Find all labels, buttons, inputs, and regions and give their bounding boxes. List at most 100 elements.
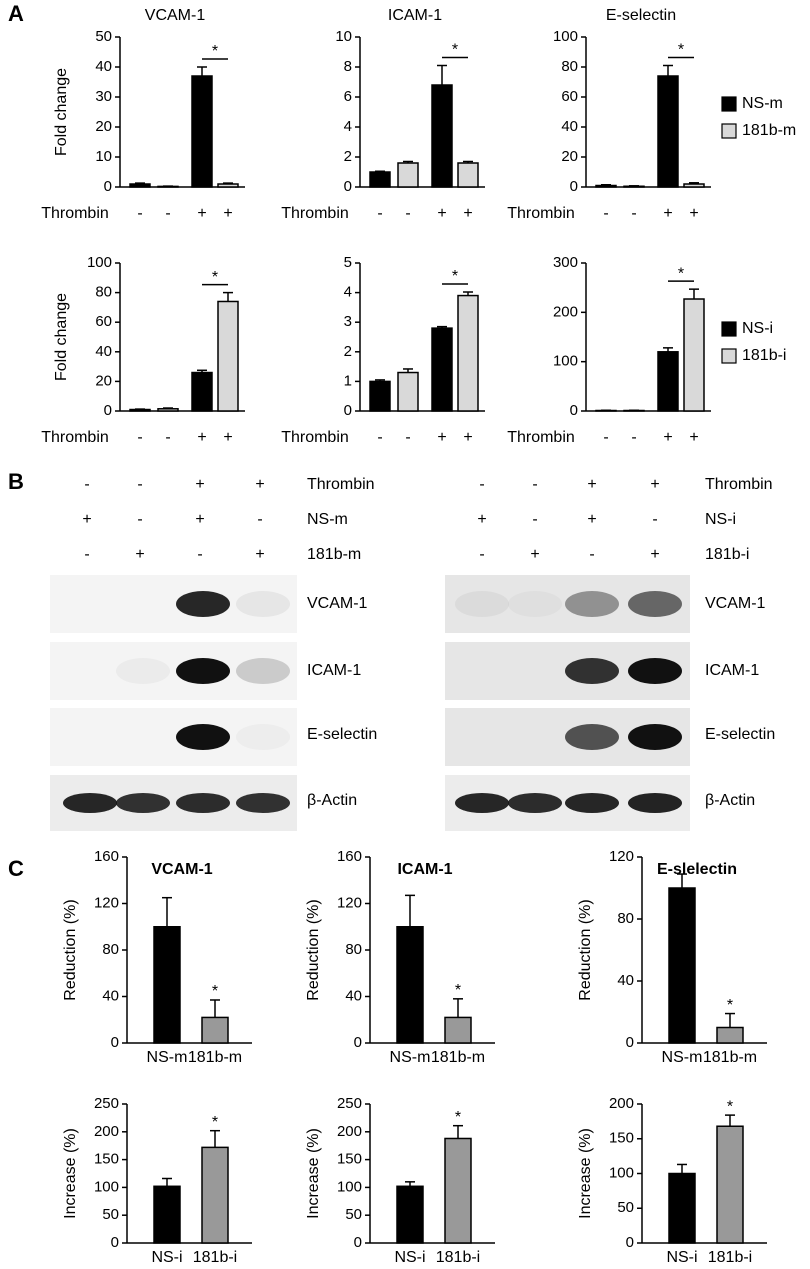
band bbox=[455, 793, 509, 813]
y-tick-label: 0 bbox=[344, 402, 352, 419]
y-tick-label: 100 bbox=[337, 1178, 362, 1195]
y-tick-label: 3 bbox=[344, 313, 352, 330]
y-tick-label: 10 bbox=[95, 148, 112, 165]
y-tick-label: 10 bbox=[335, 28, 352, 45]
y-tick-label: 0 bbox=[626, 1034, 634, 1051]
y-tick-label: 0 bbox=[354, 1234, 362, 1251]
band bbox=[628, 793, 682, 813]
x-tick-label: 181b-m bbox=[703, 1049, 757, 1066]
condition-sign: - bbox=[84, 546, 89, 563]
y-axis-label: Increase (%) bbox=[305, 1128, 322, 1219]
band bbox=[508, 591, 562, 617]
significance-star: * bbox=[727, 997, 733, 1014]
y-tick-label: 5 bbox=[344, 254, 352, 271]
x-tick-label: - bbox=[603, 205, 608, 222]
y-tick-label: 40 bbox=[345, 987, 362, 1004]
x-tick-label: - bbox=[137, 205, 142, 222]
x-tick-label: NS-m bbox=[390, 1049, 431, 1066]
y-axis-label: Reduction (%) bbox=[62, 899, 79, 1000]
y-tick-label: 50 bbox=[102, 1206, 119, 1223]
y-tick-label: 20 bbox=[561, 148, 578, 165]
y-tick-label: 120 bbox=[94, 894, 119, 911]
x-tick-label: 181b-i bbox=[436, 1249, 480, 1264]
y-tick-label: 4 bbox=[344, 118, 352, 135]
bar bbox=[397, 927, 423, 1043]
x-tick-label: - bbox=[377, 205, 382, 222]
x-axis-label: Thrombin bbox=[507, 205, 575, 222]
bar bbox=[717, 1028, 743, 1044]
x-tick-label: - bbox=[603, 429, 608, 446]
x-tick-label: NS-m bbox=[662, 1049, 703, 1066]
significance-star: * bbox=[452, 42, 458, 59]
band bbox=[63, 793, 117, 813]
x-tick-label: 181b-i bbox=[193, 1249, 237, 1264]
condition-label: 181b-m bbox=[307, 546, 361, 563]
y-tick-label: 0 bbox=[626, 1234, 634, 1251]
significance-star: * bbox=[455, 1109, 461, 1126]
y-tick-label: 150 bbox=[609, 1130, 634, 1147]
y-axis-label: Reduction (%) bbox=[577, 899, 594, 1000]
bar bbox=[684, 184, 704, 187]
y-tick-label: 0 bbox=[104, 178, 112, 195]
band bbox=[628, 724, 682, 750]
x-tick-label: 181b-m bbox=[188, 1049, 242, 1066]
significance-star: * bbox=[678, 42, 684, 59]
condition-sign: - bbox=[257, 511, 262, 528]
legend-swatch bbox=[722, 97, 736, 111]
y-tick-label: 80 bbox=[345, 941, 362, 958]
band bbox=[236, 724, 290, 750]
y-tick-label: 250 bbox=[94, 1095, 119, 1112]
condition-sign: + bbox=[530, 546, 539, 563]
condition-sign: - bbox=[532, 511, 537, 528]
x-tick-label: 181b-m bbox=[431, 1049, 485, 1066]
x-axis-label: Thrombin bbox=[507, 429, 575, 446]
y-tick-label: 50 bbox=[345, 1206, 362, 1223]
panel-label: B bbox=[8, 469, 24, 494]
condition-sign: + bbox=[135, 546, 144, 563]
band bbox=[176, 591, 230, 617]
condition-sign: - bbox=[652, 511, 657, 528]
x-tick-label: + bbox=[689, 205, 698, 222]
bar bbox=[596, 186, 616, 188]
bar bbox=[202, 1017, 228, 1043]
y-tick-label: 0 bbox=[111, 1234, 119, 1251]
bar bbox=[432, 85, 452, 187]
legend-swatch bbox=[722, 349, 736, 363]
band bbox=[116, 658, 170, 684]
y-tick-label: 80 bbox=[561, 58, 578, 75]
chart-title: VCAM-1 bbox=[145, 7, 206, 24]
band bbox=[628, 658, 682, 684]
y-axis-label: Fold change bbox=[53, 293, 70, 381]
protein-label: β-Actin bbox=[705, 792, 755, 809]
y-tick-label: 20 bbox=[95, 372, 112, 389]
bar bbox=[445, 1017, 471, 1043]
x-tick-label: + bbox=[463, 205, 472, 222]
band bbox=[236, 658, 290, 684]
band bbox=[508, 793, 562, 813]
y-tick-label: 20 bbox=[95, 118, 112, 135]
condition-label: 181b-i bbox=[705, 546, 749, 563]
chart-title: E-slelectin bbox=[657, 861, 737, 878]
y-tick-label: 200 bbox=[94, 1123, 119, 1140]
y-axis-label: Increase (%) bbox=[62, 1128, 79, 1219]
band bbox=[236, 591, 290, 617]
bar bbox=[218, 301, 238, 411]
x-tick-label: - bbox=[405, 205, 410, 222]
protein-label: E-selectin bbox=[307, 726, 377, 743]
bar bbox=[445, 1138, 471, 1243]
legend-label: 181b-i bbox=[742, 347, 786, 364]
bar bbox=[158, 409, 178, 411]
x-tick-label: + bbox=[197, 429, 206, 446]
y-tick-label: 150 bbox=[94, 1151, 119, 1168]
bar bbox=[202, 1147, 228, 1243]
y-tick-label: 8 bbox=[344, 58, 352, 75]
y-tick-label: 0 bbox=[570, 402, 578, 419]
panel-label: C bbox=[8, 856, 24, 881]
bar bbox=[458, 163, 478, 187]
legend-label: 181b-m bbox=[742, 122, 796, 139]
significance-star: * bbox=[455, 982, 461, 999]
bar bbox=[458, 296, 478, 411]
x-axis-label: Thrombin bbox=[281, 429, 349, 446]
condition-sign: + bbox=[255, 546, 264, 563]
panel-label: A bbox=[8, 1, 24, 26]
